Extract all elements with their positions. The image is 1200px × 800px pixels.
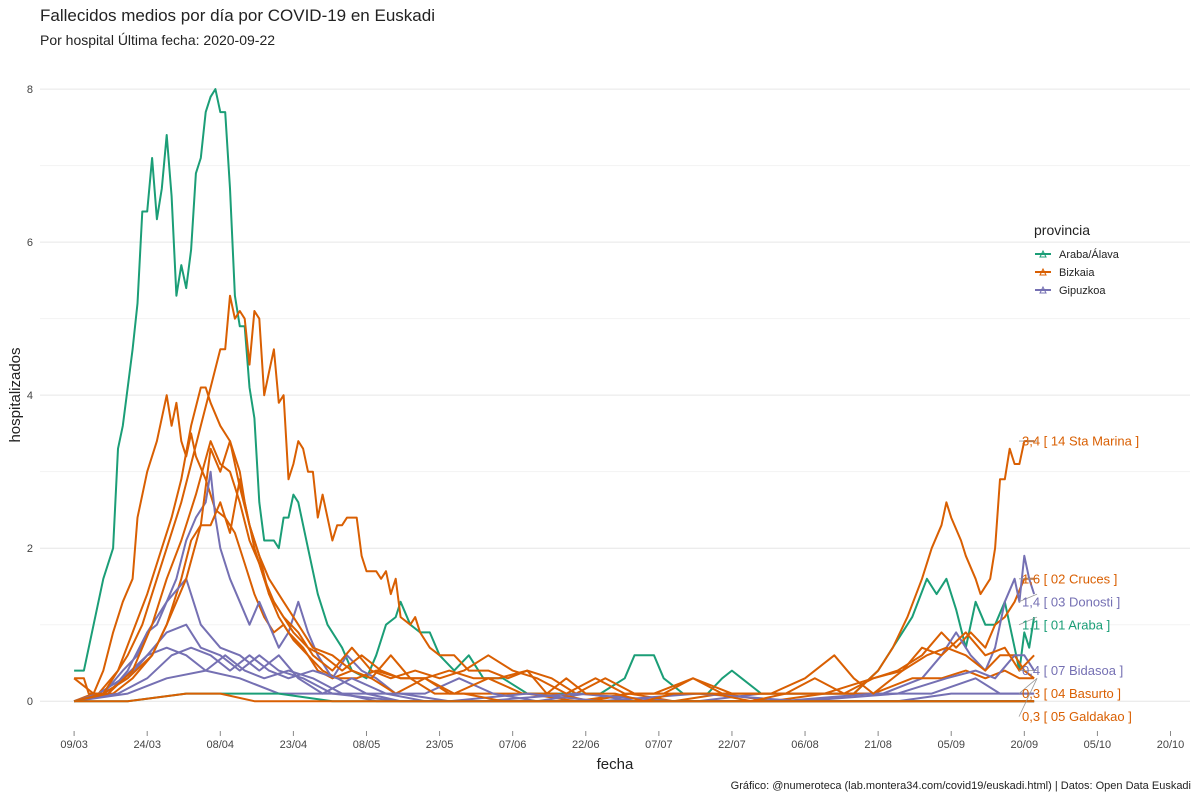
end-label: 3,4 [ 14 Sta Marina ] <box>1022 434 1139 449</box>
x-axis: 09/03 24/03 08/04 23/04 08/05 23/05 07/06 22/06… <box>60 731 1184 751</box>
end-labels: 3,4 [ 14 Sta Marina ] 1,6 [ 02 Cruces ] 1,… <box>1018 434 1139 724</box>
x-tick-label: 20/09 <box>1011 739 1039 751</box>
series-line <box>74 88 1036 695</box>
end-label: 1,4 [ 03 Donosti ] <box>1022 594 1120 609</box>
y-axis-title: hospitalizados <box>7 347 24 442</box>
end-label-leader <box>1018 593 1038 603</box>
y-axis: 0 2 4 6 8 <box>27 84 33 708</box>
series-line <box>74 692 1035 703</box>
end-label: 0,3 [ 05 Galdakao ] <box>1022 709 1132 724</box>
series-layer <box>73 88 1036 703</box>
legend-entry: Bizkaia <box>1035 267 1095 279</box>
series-line <box>73 646 1035 703</box>
x-tick-label: 05/10 <box>1084 739 1112 751</box>
end-label: 1,6 [ 02 Cruces ] <box>1022 571 1117 586</box>
y-tick-label: 2 <box>27 543 33 555</box>
x-tick-label: 07/06 <box>499 739 527 751</box>
series-line <box>73 386 1035 703</box>
x-tick-label: 22/06 <box>572 739 600 751</box>
series-line <box>73 577 1035 703</box>
series-line <box>73 394 1035 703</box>
x-tick-label: 08/04 <box>207 739 235 751</box>
chart-caption: Gráfico: @numeroteca (lab.montera34.com/… <box>731 780 1191 792</box>
series-line <box>73 470 1036 703</box>
end-label: 1,1 [ 01 Araba ] <box>1022 617 1110 632</box>
x-tick-label: 23/05 <box>426 739 454 751</box>
chart-title: Fallecidos medios por día por COVID-19 e… <box>40 6 435 25</box>
x-tick-label: 07/07 <box>645 739 673 751</box>
x-axis-title: fecha <box>597 756 634 773</box>
series-line <box>73 623 1035 703</box>
x-tick-label: 21/08 <box>864 739 892 751</box>
end-label: 0,4 [ 07 Bidasoa ] <box>1022 663 1123 678</box>
x-tick-label: 08/05 <box>353 739 381 751</box>
x-tick-label: 06/08 <box>791 739 819 751</box>
y-tick-label: 8 <box>27 84 33 96</box>
end-label: 0,3 [ 04 Basurto ] <box>1022 686 1121 701</box>
y-tick-label: 6 <box>27 237 33 249</box>
series-line <box>73 440 1035 703</box>
y-tick-label: 4 <box>27 390 33 402</box>
x-tick-label: 05/09 <box>937 739 965 751</box>
series-line <box>74 294 1035 703</box>
y-tick-label: 0 <box>27 696 33 708</box>
legend-title: provincia <box>1034 222 1090 238</box>
x-tick-label: 20/10 <box>1157 739 1185 751</box>
legend-marker <box>1039 267 1047 276</box>
legend-marker <box>1039 249 1047 258</box>
legend-label: Bizkaia <box>1059 267 1095 279</box>
grid <box>40 88 1190 702</box>
x-tick-label: 22/07 <box>718 739 746 751</box>
x-tick-label: 23/04 <box>280 739 308 751</box>
end-label-leader <box>1018 616 1038 626</box>
legend-entry: Araba/Álava <box>1035 248 1120 261</box>
end-label-leader <box>1018 677 1038 694</box>
legend: provincia Araba/Álava Bizkaia Gipuzkoa <box>1034 222 1120 297</box>
x-tick-label: 09/03 <box>60 739 88 751</box>
legend-entry: Gipuzkoa <box>1035 285 1106 297</box>
legend-marker <box>1039 285 1047 294</box>
end-label-leader <box>1018 678 1038 717</box>
legend-label: Gipuzkoa <box>1059 285 1106 297</box>
legend-label: Araba/Álava <box>1059 248 1120 261</box>
x-tick-label: 24/03 <box>133 739 161 751</box>
chart-subtitle: Por hospital Última fecha: 2020-09-22 <box>40 32 275 48</box>
